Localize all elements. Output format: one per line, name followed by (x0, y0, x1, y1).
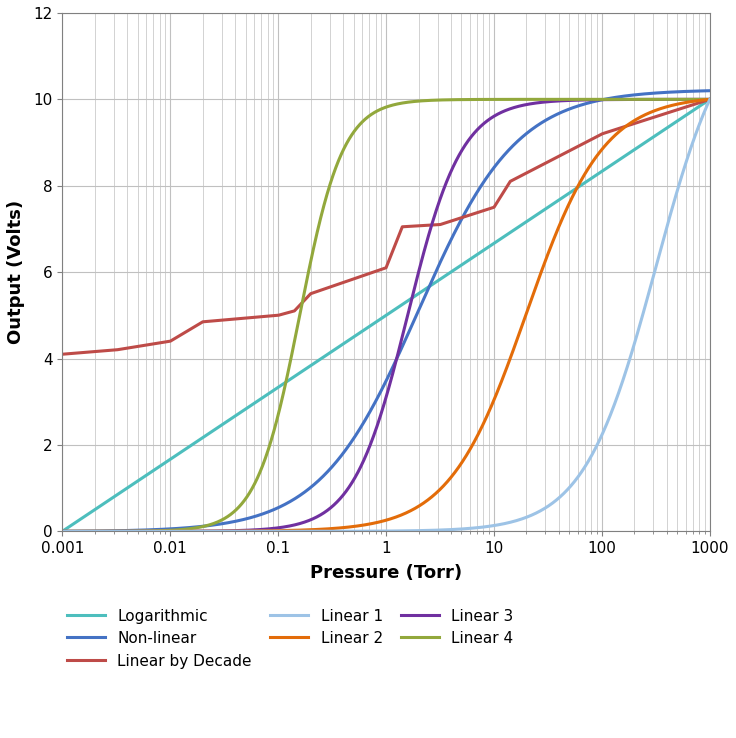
Linear 2 (671, 100, 680, 109)
Non-linear (96, 526, 105, 535)
Non-linear (85, 527, 93, 536)
Linear 1 (375, 527, 383, 536)
Non-linear (185, 523, 194, 532)
Linear 3 (96, 527, 105, 536)
Linear 2 (61, 527, 70, 536)
Linear 2 (96, 527, 105, 536)
Non-linear (58, 527, 67, 536)
Logarithmic (96, 501, 105, 510)
Line: Linear 1: Linear 1 (63, 100, 710, 531)
Linear 3 (375, 416, 383, 425)
Linear 3 (185, 527, 194, 536)
Logarithmic (61, 525, 70, 534)
Linear 4 (705, 95, 714, 104)
Linear by Decade (375, 266, 383, 275)
Logarithmic (671, 118, 680, 127)
Line: Linear 3: Linear 3 (63, 100, 710, 531)
Non-linear (61, 527, 70, 536)
Line: Linear 4: Linear 4 (63, 100, 710, 531)
Linear 1 (671, 193, 680, 201)
Linear 4 (671, 95, 680, 104)
Linear by Decade (185, 325, 194, 334)
Linear 2 (705, 95, 714, 104)
Line: Linear by Decade: Linear by Decade (63, 100, 710, 354)
Linear 1 (58, 527, 67, 536)
Logarithmic (58, 527, 67, 536)
Linear 1 (705, 95, 714, 104)
X-axis label: Pressure (Torr): Pressure (Torr) (310, 565, 462, 582)
Linear 3 (61, 527, 70, 536)
Linear 3 (671, 95, 680, 104)
Legend: Logarithmic, Non-linear, Linear by Decade, Linear 1, Linear 2, Linear 3, Linear : Logarithmic, Non-linear, Linear by Decad… (63, 604, 518, 674)
Non-linear (375, 391, 383, 400)
Linear 3 (58, 527, 67, 536)
Linear 4 (375, 106, 383, 114)
Linear by Decade (61, 350, 70, 359)
Linear by Decade (705, 95, 714, 104)
Linear by Decade (96, 347, 105, 356)
Y-axis label: Output (Volts): Output (Volts) (7, 200, 25, 344)
Non-linear (671, 87, 680, 96)
Linear by Decade (85, 348, 93, 356)
Line: Logarithmic: Logarithmic (63, 100, 710, 531)
Linear 1 (185, 527, 194, 536)
Logarithmic (705, 95, 714, 104)
Linear 4 (96, 527, 105, 536)
Linear 3 (705, 95, 714, 104)
Linear 3 (85, 527, 93, 536)
Linear by Decade (58, 350, 67, 359)
Linear 1 (96, 527, 105, 536)
Line: Non-linear: Non-linear (63, 91, 710, 531)
Logarithmic (185, 442, 194, 451)
Linear 4 (85, 527, 93, 536)
Linear by Decade (671, 106, 680, 115)
Logarithmic (375, 316, 383, 325)
Linear 2 (375, 517, 383, 526)
Linear 2 (58, 527, 67, 536)
Linear 1 (61, 527, 70, 536)
Linear 1 (85, 527, 93, 536)
Linear 2 (185, 527, 194, 536)
Linear 2 (85, 527, 93, 536)
Linear 4 (58, 527, 67, 536)
Linear 4 (185, 525, 194, 534)
Linear 4 (61, 527, 70, 536)
Logarithmic (85, 509, 93, 518)
Line: Linear 2: Linear 2 (63, 100, 710, 531)
Non-linear (705, 86, 714, 95)
